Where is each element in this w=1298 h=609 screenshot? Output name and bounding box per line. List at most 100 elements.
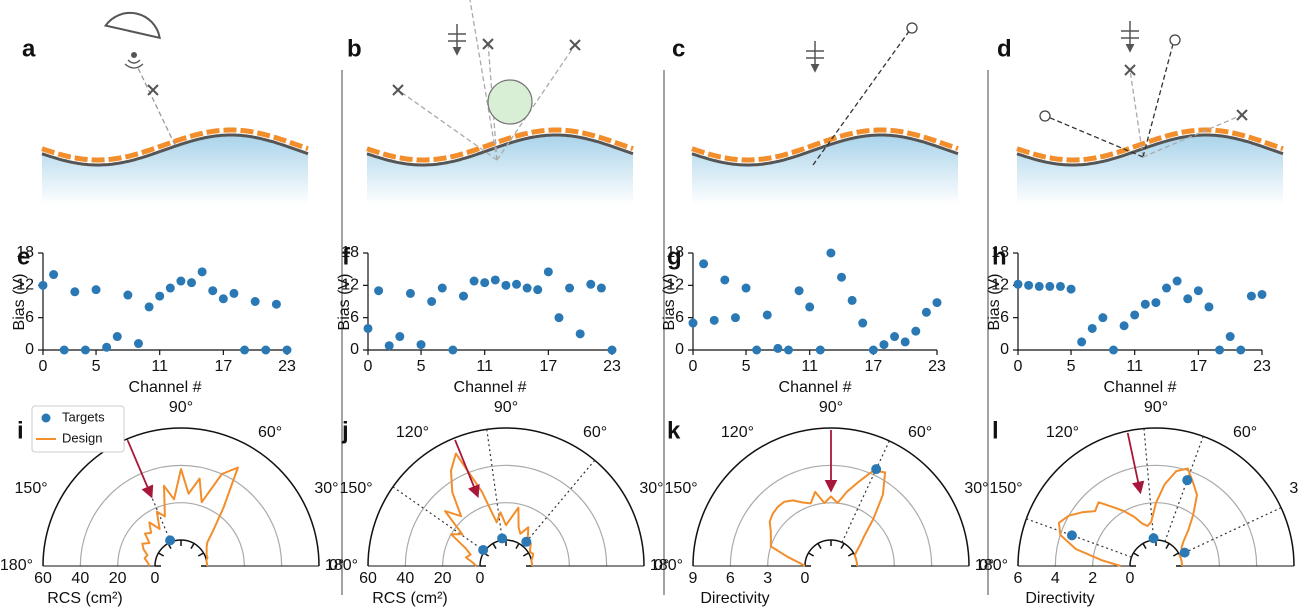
- data-point: [794, 286, 804, 296]
- data-point: [80, 345, 90, 355]
- data-point: [437, 283, 447, 293]
- ring-mark: [1169, 34, 1181, 46]
- data-point: [741, 283, 751, 293]
- target-direction: [486, 429, 503, 541]
- data-point: [868, 345, 878, 355]
- r-tick-label: 40: [71, 570, 89, 587]
- x-tick-label: 23: [928, 358, 946, 375]
- x-axis-label: Channel #: [454, 379, 527, 396]
- target-direction: [841, 440, 890, 543]
- data-point: [879, 340, 889, 350]
- design-curve: [768, 469, 887, 567]
- target-point: [497, 533, 508, 544]
- target-point: [1066, 530, 1077, 541]
- data-point: [165, 283, 175, 293]
- y-axis-label: Bias (V): [336, 274, 353, 331]
- data-point: [102, 342, 112, 352]
- y-tick-label: 6: [350, 309, 359, 326]
- data-point: [469, 276, 479, 286]
- data-point: [374, 286, 384, 296]
- polar-boundary: [367, 427, 645, 567]
- panel-letter: j: [341, 417, 349, 444]
- y-tick-label: 18: [666, 244, 684, 261]
- x-tick-label: 23: [278, 358, 296, 375]
- y-tick-label: 18: [341, 244, 359, 261]
- y-tick-label: 6: [25, 309, 34, 326]
- y-tick-label: 18: [16, 244, 34, 261]
- theta-tick: [1133, 552, 1140, 557]
- data-point: [1236, 345, 1246, 355]
- theta-tick: [840, 543, 845, 550]
- y-tick-label: 0: [25, 341, 34, 358]
- data-point: [155, 291, 165, 301]
- data-point: [480, 278, 490, 288]
- surface: [691, 133, 959, 167]
- theta-tick-label: 90°: [1144, 399, 1168, 416]
- y-tick-label: 0: [1000, 341, 1009, 358]
- r-tick-label: 6: [1014, 570, 1023, 587]
- data-point: [49, 270, 59, 280]
- r-tick-label: 9: [689, 570, 698, 587]
- data-point: [144, 302, 154, 312]
- data-point: [752, 345, 762, 355]
- grid-circle: [767, 502, 895, 567]
- r-tick-label: 3: [763, 570, 772, 587]
- data-point: [384, 341, 394, 351]
- x-tick-label: 5: [417, 358, 426, 375]
- grid-circle: [442, 502, 570, 567]
- r-axis-label: RCS (cm²): [372, 590, 448, 607]
- data-point: [176, 276, 186, 286]
- y-axis-label: Bias (V): [11, 274, 28, 331]
- x-tick-label: 0: [39, 358, 48, 375]
- data-point: [688, 318, 698, 328]
- data-point: [112, 332, 122, 342]
- y-axis-label: Bias (V): [986, 274, 1003, 331]
- y-axis-label: Bias (V): [661, 274, 678, 331]
- theta-tick-label: 180°: [975, 557, 1008, 574]
- ray: [1142, 43, 1174, 158]
- data-point: [762, 310, 772, 320]
- theta-tick-label: 0°: [654, 557, 669, 574]
- r-tick-label: 40: [396, 570, 414, 587]
- sea: [367, 135, 633, 205]
- theta-tick: [1172, 552, 1179, 557]
- ray: [812, 29, 911, 166]
- grid-circle: [1054, 464, 1258, 567]
- x-tick-label: 11: [1126, 358, 1143, 375]
- theta-tick-label: 90°: [819, 399, 843, 416]
- data-point: [133, 339, 143, 349]
- theta-tick-label: 30°: [964, 480, 988, 497]
- target-point: [1182, 475, 1193, 486]
- data-point: [458, 291, 468, 301]
- surface: [41, 133, 309, 167]
- theta-tick-label: 120°: [1046, 424, 1079, 441]
- data-point: [490, 275, 500, 285]
- data-point: [1172, 276, 1182, 286]
- ray: [137, 67, 176, 146]
- theta-tick-label: 150°: [665, 480, 698, 497]
- data-point: [1162, 283, 1172, 293]
- theta-tick-label: 150°: [15, 480, 48, 497]
- y-tick-label: 6: [675, 309, 684, 326]
- data-point: [826, 248, 836, 258]
- target-point: [165, 535, 176, 546]
- x-axis-label: Channel #: [129, 379, 202, 396]
- polar-boundary: [42, 427, 320, 567]
- theta-tick: [1142, 543, 1147, 550]
- data-point: [123, 290, 133, 300]
- target-direction: [1026, 518, 1132, 558]
- target-direction: [522, 459, 596, 547]
- target-direction: [1143, 428, 1155, 541]
- data-point: [250, 297, 260, 306]
- radar-feed: [131, 52, 137, 58]
- x-axis-label: Channel #: [779, 379, 852, 396]
- theta-tick-label: 60°: [258, 424, 282, 441]
- r-axis-label: Directivity: [1025, 590, 1094, 607]
- data-point: [501, 280, 511, 290]
- cross-mark: [569, 39, 581, 51]
- x-tick-label: 0: [1014, 358, 1023, 375]
- data-point: [240, 345, 250, 355]
- x-axis-label: Channel #: [1104, 379, 1177, 396]
- data-point: [91, 285, 101, 295]
- y-tick-label: 12: [16, 277, 34, 294]
